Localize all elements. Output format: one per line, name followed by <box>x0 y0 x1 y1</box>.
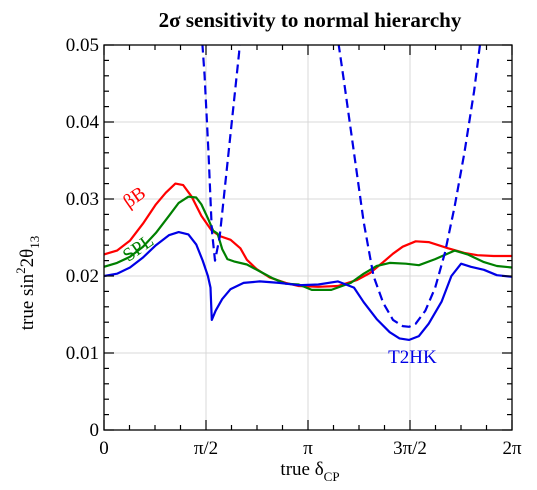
series-line-dashed-4 <box>337 45 482 328</box>
x-tick-label: π <box>303 438 313 459</box>
y-tick-label: 0.04 <box>66 112 100 133</box>
x-axis-label-subscript: CP <box>324 469 340 484</box>
y-axis-label: true sin22θ13 <box>13 236 42 331</box>
grid <box>104 45 512 430</box>
y-tick-label: 0.01 <box>66 343 99 364</box>
series-label: βB <box>119 183 149 213</box>
y-axis-label-superscript: 2 <box>13 267 28 274</box>
x-axis-label: true δCP <box>280 459 339 484</box>
x-tick-label: 3π/2 <box>393 438 427 459</box>
y-axis-label-theta: 2θ <box>17 249 38 268</box>
series-line-spl <box>104 195 512 291</box>
y-tick-label: 0 <box>90 420 100 441</box>
series-label: T2HK <box>388 347 437 368</box>
series-line-t2hk <box>104 231 512 341</box>
x-tick-label: π/2 <box>194 438 218 459</box>
y-axis-label-subscript: 13 <box>27 236 42 249</box>
series-line-dashed-3 <box>201 45 241 262</box>
x-tick-label: 0 <box>99 438 109 459</box>
y-tick-label: 0.02 <box>66 266 99 287</box>
plot-frame <box>103 44 513 431</box>
y-tick-label: 0.05 <box>66 35 99 56</box>
y-tick-label: 0.03 <box>66 189 99 210</box>
chart-title: 2σ sensitivity to normal hierarchy <box>159 8 462 32</box>
ticks: 0 π/2 π 3π/2 2π 0 0.01 0.02 0.03 0.04 0.05 <box>66 35 522 459</box>
x-tick-label: 2π <box>502 438 522 459</box>
